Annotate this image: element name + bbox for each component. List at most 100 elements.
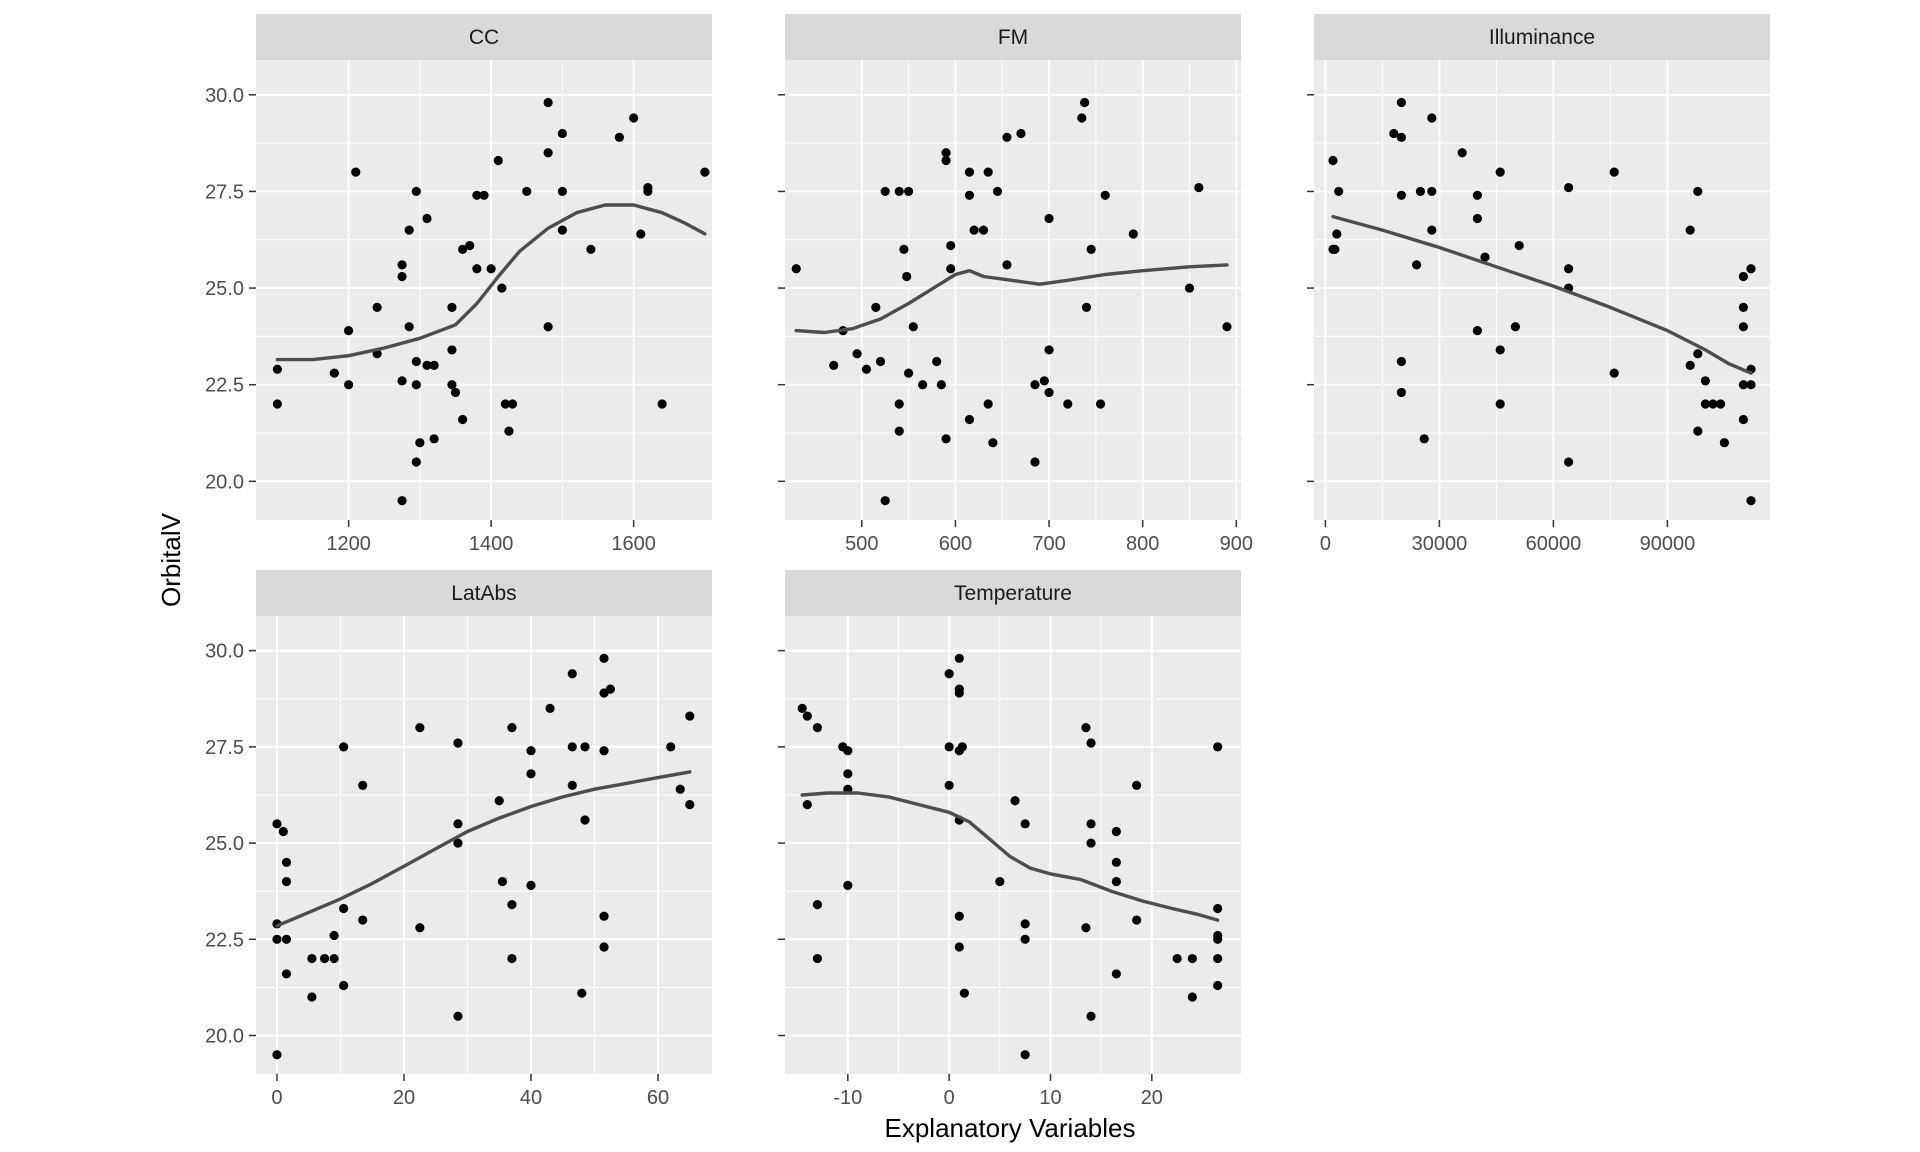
data-point	[599, 911, 609, 921]
data-point	[1609, 167, 1619, 177]
data-point	[629, 113, 639, 123]
data-point	[458, 414, 468, 425]
data-point	[685, 799, 695, 810]
x-tick-label: 20	[1141, 1087, 1163, 1109]
data-point	[1111, 969, 1121, 979]
smooth-line	[275, 203, 707, 362]
data-point	[599, 746, 609, 756]
data-point	[1609, 368, 1619, 378]
data-point	[1039, 376, 1049, 386]
data-point	[1396, 97, 1406, 108]
data-point	[1194, 182, 1204, 193]
data-point	[1081, 302, 1092, 312]
data-point	[1086, 738, 1096, 748]
data-point	[447, 302, 457, 312]
data-point	[522, 186, 532, 197]
data-point	[1495, 345, 1505, 355]
data-point	[1746, 496, 1756, 506]
data-point	[1132, 780, 1142, 790]
data-point	[507, 723, 517, 733]
data-point	[1222, 322, 1232, 332]
data-point	[802, 799, 812, 810]
data-point	[397, 271, 407, 282]
data-point	[1738, 271, 1748, 282]
y-tick-label: 20.0	[205, 471, 244, 493]
x-tick-label: -10	[833, 1087, 862, 1109]
x-tick-label: 1400	[469, 533, 514, 555]
data-point	[932, 356, 942, 367]
facet-title: LatAbs	[451, 582, 516, 605]
data-point	[1086, 819, 1096, 829]
data-point	[504, 426, 514, 436]
data-point	[415, 923, 425, 933]
x-tick-label: 700	[1032, 533, 1065, 555]
data-point	[666, 742, 676, 752]
data-point	[936, 380, 946, 390]
data-point	[992, 186, 1003, 197]
data-point	[1332, 229, 1342, 239]
data-point	[1685, 360, 1695, 370]
data-point	[903, 368, 914, 378]
data-point	[465, 240, 475, 251]
data-point	[411, 356, 421, 367]
data-point	[1719, 438, 1729, 448]
data-point	[1396, 190, 1406, 200]
data-point	[954, 688, 964, 698]
data-point	[1716, 399, 1726, 409]
data-point	[494, 796, 504, 806]
data-point	[797, 703, 807, 713]
data-point	[657, 399, 667, 409]
data-point	[1111, 826, 1121, 837]
data-point	[272, 819, 282, 829]
data-point	[472, 264, 482, 274]
data-point	[944, 780, 954, 790]
data-point	[946, 240, 956, 251]
data-point	[959, 988, 969, 998]
data-point	[643, 186, 653, 197]
data-point	[1063, 399, 1073, 409]
y-tick-label: 27.5	[205, 737, 244, 759]
data-point	[429, 434, 439, 444]
data-point	[829, 360, 839, 370]
x-tick-label: 500	[845, 533, 878, 555]
data-point	[1213, 742, 1223, 752]
data-point	[307, 992, 317, 1002]
data-point	[358, 915, 368, 925]
data-point	[964, 190, 975, 200]
data-point	[411, 457, 421, 467]
data-point	[918, 380, 928, 390]
x-tick-label: 10	[1039, 1087, 1061, 1109]
data-point	[802, 711, 812, 721]
panel-background	[1314, 60, 1770, 520]
data-point	[450, 387, 461, 398]
data-point	[1330, 244, 1340, 255]
data-point	[497, 876, 508, 887]
data-point	[954, 653, 964, 663]
data-point	[411, 186, 421, 197]
data-point	[894, 186, 904, 197]
facet-strip	[1314, 14, 1770, 60]
data-point	[1472, 190, 1482, 200]
data-point	[1738, 302, 1748, 312]
facet-title: CC	[469, 26, 499, 49]
data-point	[1396, 356, 1406, 367]
data-point	[1111, 876, 1121, 887]
data-point	[605, 684, 615, 694]
data-point	[812, 723, 823, 733]
data-point	[1002, 260, 1012, 270]
smooth-line	[275, 770, 692, 928]
data-point	[636, 229, 646, 239]
data-point	[1030, 457, 1040, 467]
data-point	[1427, 186, 1437, 197]
data-point	[843, 880, 853, 891]
data-point	[880, 186, 890, 197]
data-point	[1480, 252, 1490, 262]
data-point	[988, 438, 998, 448]
data-point	[329, 368, 339, 378]
data-point	[545, 703, 555, 713]
data-point	[894, 399, 904, 409]
data-point	[281, 934, 292, 944]
x-axis-title: Explanatory Variables	[885, 1113, 1136, 1143]
data-point	[812, 953, 823, 964]
data-point	[397, 260, 407, 270]
